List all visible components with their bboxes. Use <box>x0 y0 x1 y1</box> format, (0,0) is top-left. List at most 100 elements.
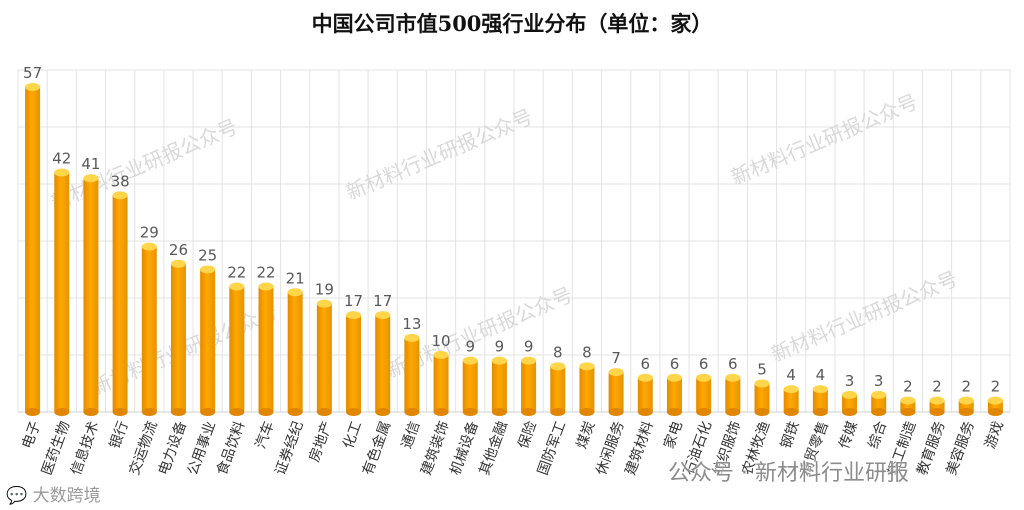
category-label: 家电 <box>660 419 686 451</box>
bar-top <box>900 396 916 405</box>
value-label: 3 <box>874 372 884 390</box>
watermark-text: 新材料行业研报公众号 <box>728 89 921 189</box>
value-label: 3 <box>845 372 855 390</box>
category-label: 汽车 <box>252 419 278 451</box>
value-label: 6 <box>641 355 651 373</box>
bar <box>375 315 391 412</box>
bar-base <box>812 408 828 416</box>
category-label-text: 通信 <box>399 419 424 451</box>
bar <box>929 400 945 412</box>
bar-top <box>987 396 1003 405</box>
value-label: 9 <box>465 338 475 356</box>
value-label: 38 <box>111 172 130 190</box>
value-label: 17 <box>344 292 363 310</box>
bar <box>696 377 712 412</box>
bar-base <box>871 408 887 416</box>
value-label: 4 <box>816 366 826 384</box>
category-label-text: 休闲服务 <box>593 419 627 477</box>
bar <box>608 372 624 412</box>
bar <box>229 286 245 412</box>
category-label-text: 国防军工 <box>535 419 569 477</box>
bar <box>579 366 595 412</box>
source-credit: 公众号 · 新材料行业研报 <box>668 461 909 486</box>
category-label: 食品饮料 <box>213 419 248 477</box>
bar-top <box>54 168 70 177</box>
value-label: 6 <box>728 355 738 373</box>
bar-top <box>404 333 420 342</box>
bar-base <box>200 408 216 416</box>
bar-base <box>170 408 186 416</box>
bar-base <box>521 408 537 416</box>
bar-top <box>521 356 537 365</box>
bar <box>521 360 537 412</box>
bar-top <box>637 373 653 382</box>
chart-title: 中国公司市值500强行业分布（单位：家） <box>311 11 713 36</box>
bar-top <box>725 373 741 382</box>
category-label-text: 银行 <box>107 419 132 451</box>
bar <box>433 354 449 412</box>
value-label: 26 <box>169 241 188 259</box>
bar <box>754 383 770 412</box>
bar-base <box>141 408 157 416</box>
bar <box>491 360 507 412</box>
category-label-text: 房地产 <box>306 419 335 464</box>
bar <box>54 172 70 412</box>
category-label-text: 汽车 <box>252 419 278 451</box>
category-label: 医药生物 <box>39 419 73 477</box>
bar <box>462 360 478 412</box>
category-label-text: 电力设备 <box>155 419 190 477</box>
bar-top <box>666 373 682 382</box>
category-label-text: 建筑材料 <box>623 419 657 477</box>
bar-top <box>550 362 566 371</box>
category-label-text: 其他金融 <box>477 419 511 477</box>
bar-base <box>112 408 128 416</box>
bar-base <box>258 408 274 416</box>
bar-top <box>375 311 391 320</box>
bar-top <box>579 362 595 371</box>
value-label: 21 <box>286 269 305 287</box>
bar-base <box>375 408 391 416</box>
bar <box>550 366 566 412</box>
category-label: 电子 <box>19 419 44 451</box>
value-label: 22 <box>256 264 275 282</box>
bar-top <box>462 356 478 365</box>
category-label: 证券经纪 <box>273 419 307 477</box>
bar-top <box>433 350 449 359</box>
category-label: 机械设备 <box>447 419 482 477</box>
category-label-text: 美容服务 <box>943 419 978 477</box>
bar-top <box>696 373 712 382</box>
category-label: 通信 <box>399 419 424 451</box>
bar-base <box>491 408 507 416</box>
bar-base <box>754 408 770 416</box>
category-label-text: 有色金属 <box>359 419 394 477</box>
value-label: 2 <box>903 378 913 396</box>
category-label-text: 公用事业 <box>185 419 219 477</box>
category-label: 其他金融 <box>477 419 511 477</box>
value-label: 25 <box>198 246 217 264</box>
bar <box>812 389 828 412</box>
bar-top <box>491 356 507 365</box>
bar-top <box>229 282 245 291</box>
category-label-text: 煤炭 <box>574 419 599 451</box>
value-label: 57 <box>23 64 42 82</box>
value-label: 6 <box>670 355 680 373</box>
value-label: 6 <box>699 355 709 373</box>
bar-top <box>871 390 887 399</box>
value-label: 17 <box>373 292 392 310</box>
bar-top <box>783 385 799 394</box>
value-label: 8 <box>553 343 563 361</box>
bar-top <box>258 282 274 291</box>
bar <box>141 246 157 412</box>
bar-base <box>666 408 682 416</box>
bar-base <box>462 408 478 416</box>
bar <box>170 263 186 412</box>
bar-base <box>579 408 595 416</box>
value-label: 9 <box>495 338 505 356</box>
bar <box>83 178 99 412</box>
category-label-text: 钢铁 <box>778 419 803 451</box>
value-label: 13 <box>402 315 421 333</box>
category-label-text: 医药生物 <box>39 419 73 477</box>
category-label: 休闲服务 <box>593 419 627 477</box>
